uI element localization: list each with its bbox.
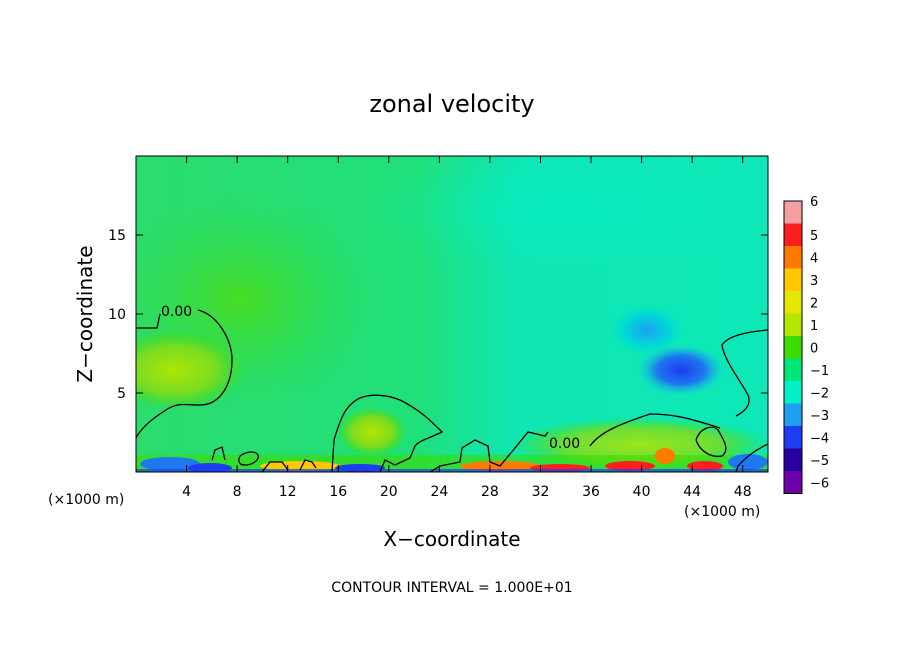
- colorbar-swatch: [784, 313, 802, 336]
- colorbar-label: 0: [810, 341, 818, 356]
- colorbar-label: −1: [810, 364, 829, 379]
- x-tick-label: 40: [633, 484, 651, 500]
- x-tick-label: 36: [582, 484, 600, 500]
- field-region-positive-mid: [337, 407, 407, 457]
- colorbar-label: −4: [810, 431, 829, 446]
- colorbar-label: 6: [810, 195, 818, 210]
- colorbar-label: −6: [810, 476, 829, 491]
- y-axis: 5 10 15: [108, 228, 768, 402]
- surface-blob-red-3: [687, 461, 723, 471]
- surface-blob-orange-2: [655, 448, 675, 464]
- y-axis-label: Z−coordinate: [73, 245, 97, 382]
- x-tick-label: 44: [683, 484, 701, 500]
- plot-area: 0.00 0.00: [136, 156, 768, 472]
- x-axis: 4 8 12 16 20 24 28 32 36 40 44 48: [182, 156, 752, 500]
- x-axis-label: X−coordinate: [383, 527, 520, 551]
- colorbar-label: 3: [810, 274, 818, 289]
- colorbar-swatch: [784, 448, 802, 471]
- colorbar-swatch: [784, 471, 802, 494]
- contour-line: [429, 413, 721, 472]
- contour-line: [136, 309, 233, 439]
- colorbar-label: −5: [810, 454, 829, 469]
- contour-interval-footer: CONTOUR INTERVAL = 1.000E+01: [331, 580, 572, 596]
- x-tick-label: 4: [182, 484, 191, 500]
- x-tick-label: 16: [329, 484, 347, 500]
- colorbar-swatch: [784, 403, 802, 426]
- contour-line: [211, 446, 259, 466]
- colorbar-label: −3: [810, 409, 829, 424]
- colorbar-swatch: [784, 358, 802, 381]
- y-tick-label: 15: [108, 228, 126, 244]
- colorbar-frame: [783, 200, 803, 494]
- field-region-negative-weak: [609, 304, 685, 356]
- colorbar-swatch: [784, 201, 802, 224]
- surface-blob-blue-1: [140, 457, 200, 471]
- surface-blob-red-2: [605, 461, 655, 471]
- colorbar-swatch: [784, 268, 802, 291]
- x-tick-label: 20: [380, 484, 398, 500]
- contour-line: [331, 394, 444, 472]
- colorbar-swatch: [784, 246, 802, 269]
- y-tick-label: 5: [117, 386, 126, 402]
- colorbar-swatch: [784, 291, 802, 314]
- colorbar-swatch: [784, 336, 802, 359]
- field-region-negative-strong: [637, 344, 725, 396]
- colorbar-swatch: [784, 426, 802, 449]
- colorbar-label: 2: [810, 296, 818, 311]
- colorbar-label: 4: [810, 251, 818, 266]
- x-axis-unit-label: (×1000 m): [48, 492, 124, 508]
- contour-line: [261, 459, 317, 472]
- contour-line: [721, 329, 768, 472]
- surface-blob-yellow-1: [260, 461, 340, 471]
- chart-title: zonal velocity: [369, 90, 534, 118]
- x-tick-label: 32: [532, 484, 550, 500]
- contour-label: 0.00: [549, 436, 580, 452]
- y-tick-label: 10: [108, 307, 126, 323]
- colorbar: 6 5 4 3 2 1 0 −1 −2 −3 −4 −5 −6: [783, 195, 829, 494]
- colorbar-label: 1: [810, 319, 818, 334]
- zero-contours: [136, 309, 768, 472]
- field-region-positive-left: [136, 330, 245, 410]
- z-axis-unit-label: (×1000 m): [684, 504, 760, 520]
- colorbar-label: 5: [810, 229, 818, 244]
- x-tick-label: 8: [233, 484, 242, 500]
- x-tick-label: 12: [279, 484, 297, 500]
- x-tick-label: 28: [481, 484, 499, 500]
- colorbar-swatch: [784, 223, 802, 246]
- contour-label: 0.00: [161, 304, 192, 320]
- x-tick-label: 24: [430, 484, 448, 500]
- surface-line-blue: [136, 469, 768, 472]
- x-tick-label: 48: [734, 484, 752, 500]
- colorbar-label: −2: [810, 386, 829, 401]
- colorbar-swatch: [784, 381, 802, 404]
- field-region-cyan-upper: [360, 156, 760, 270]
- contour-line: [695, 426, 727, 458]
